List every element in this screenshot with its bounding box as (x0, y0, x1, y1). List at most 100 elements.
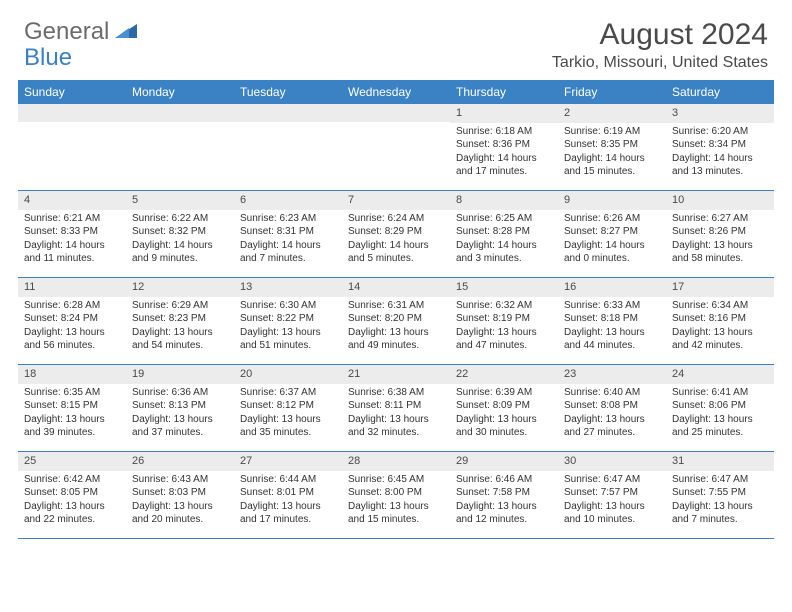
sunrise-text: Sunrise: 6:47 AM (672, 473, 768, 487)
day-cell: 8Sunrise: 6:25 AMSunset: 8:28 PMDaylight… (450, 191, 558, 277)
day-cell: 18Sunrise: 6:35 AMSunset: 8:15 PMDayligh… (18, 365, 126, 451)
day-details: Sunrise: 6:41 AMSunset: 8:06 PMDaylight:… (666, 384, 774, 446)
day-number: 2 (558, 104, 666, 123)
day-cell: 13Sunrise: 6:30 AMSunset: 8:22 PMDayligh… (234, 278, 342, 364)
logo-text-general: General (24, 18, 109, 46)
day-details: Sunrise: 6:32 AMSunset: 8:19 PMDaylight:… (450, 297, 558, 359)
sunset-text: Sunset: 8:03 PM (132, 486, 228, 500)
day-number: 19 (126, 365, 234, 384)
daylight-text: Daylight: 14 hours and 9 minutes. (132, 239, 228, 266)
day-number: 29 (450, 452, 558, 471)
sunrise-text: Sunrise: 6:26 AM (564, 212, 660, 226)
sunrise-text: Sunrise: 6:47 AM (564, 473, 660, 487)
day-number: 23 (558, 365, 666, 384)
day-number: 16 (558, 278, 666, 297)
day-number: 20 (234, 365, 342, 384)
day-details: Sunrise: 6:24 AMSunset: 8:29 PMDaylight:… (342, 210, 450, 272)
sunset-text: Sunset: 8:09 PM (456, 399, 552, 413)
sunset-text: Sunset: 8:28 PM (456, 225, 552, 239)
daylight-text: Daylight: 13 hours and 58 minutes. (672, 239, 768, 266)
sunset-text: Sunset: 8:32 PM (132, 225, 228, 239)
daylight-text: Daylight: 13 hours and 56 minutes. (24, 326, 120, 353)
sunrise-text: Sunrise: 6:45 AM (348, 473, 444, 487)
day-cell: 5Sunrise: 6:22 AMSunset: 8:32 PMDaylight… (126, 191, 234, 277)
day-details: Sunrise: 6:31 AMSunset: 8:20 PMDaylight:… (342, 297, 450, 359)
day-details: Sunrise: 6:45 AMSunset: 8:00 PMDaylight:… (342, 471, 450, 533)
day-cell: 26Sunrise: 6:43 AMSunset: 8:03 PMDayligh… (126, 452, 234, 538)
sunset-text: Sunset: 8:33 PM (24, 225, 120, 239)
daylight-text: Daylight: 14 hours and 3 minutes. (456, 239, 552, 266)
sunset-text: Sunset: 8:19 PM (456, 312, 552, 326)
weekday-header: Sunday (18, 80, 126, 104)
sunset-text: Sunset: 8:36 PM (456, 138, 552, 152)
day-details: Sunrise: 6:36 AMSunset: 8:13 PMDaylight:… (126, 384, 234, 446)
title-block: August 2024 Tarkio, Missouri, United Sta… (552, 18, 768, 72)
sunrise-text: Sunrise: 6:28 AM (24, 299, 120, 313)
daylight-text: Daylight: 13 hours and 35 minutes. (240, 413, 336, 440)
day-cell: 2Sunrise: 6:19 AMSunset: 8:35 PMDaylight… (558, 104, 666, 190)
day-number: 14 (342, 278, 450, 297)
sunrise-text: Sunrise: 6:40 AM (564, 386, 660, 400)
day-details: Sunrise: 6:28 AMSunset: 8:24 PMDaylight:… (18, 297, 126, 359)
day-number: 10 (666, 191, 774, 210)
sunrise-text: Sunrise: 6:32 AM (456, 299, 552, 313)
day-cell: 17Sunrise: 6:34 AMSunset: 8:16 PMDayligh… (666, 278, 774, 364)
sunset-text: Sunset: 8:20 PM (348, 312, 444, 326)
daylight-text: Daylight: 14 hours and 5 minutes. (348, 239, 444, 266)
day-details: Sunrise: 6:20 AMSunset: 8:34 PMDaylight:… (666, 123, 774, 185)
day-details: Sunrise: 6:40 AMSunset: 8:08 PMDaylight:… (558, 384, 666, 446)
day-details: Sunrise: 6:27 AMSunset: 8:26 PMDaylight:… (666, 210, 774, 272)
day-number: 11 (18, 278, 126, 297)
day-number: 15 (450, 278, 558, 297)
daylight-text: Daylight: 14 hours and 15 minutes. (564, 152, 660, 179)
day-details: Sunrise: 6:21 AMSunset: 8:33 PMDaylight:… (18, 210, 126, 272)
day-number: 31 (666, 452, 774, 471)
day-cell: 25Sunrise: 6:42 AMSunset: 8:05 PMDayligh… (18, 452, 126, 538)
weekday-header: Wednesday (342, 80, 450, 104)
sunrise-text: Sunrise: 6:23 AM (240, 212, 336, 226)
day-details: Sunrise: 6:26 AMSunset: 8:27 PMDaylight:… (558, 210, 666, 272)
day-cell: 9Sunrise: 6:26 AMSunset: 8:27 PMDaylight… (558, 191, 666, 277)
sunrise-text: Sunrise: 6:36 AM (132, 386, 228, 400)
sunset-text: Sunset: 8:06 PM (672, 399, 768, 413)
day-number: 8 (450, 191, 558, 210)
sunset-text: Sunset: 8:00 PM (348, 486, 444, 500)
day-cell: 19Sunrise: 6:36 AMSunset: 8:13 PMDayligh… (126, 365, 234, 451)
location-subtitle: Tarkio, Missouri, United States (552, 54, 768, 72)
daylight-text: Daylight: 13 hours and 30 minutes. (456, 413, 552, 440)
week-row: 1Sunrise: 6:18 AMSunset: 8:36 PMDaylight… (18, 104, 774, 191)
calendar: Sunday Monday Tuesday Wednesday Thursday… (0, 80, 792, 539)
sunrise-text: Sunrise: 6:31 AM (348, 299, 444, 313)
daylight-text: Daylight: 13 hours and 51 minutes. (240, 326, 336, 353)
day-details: Sunrise: 6:47 AMSunset: 7:55 PMDaylight:… (666, 471, 774, 533)
sunset-text: Sunset: 8:34 PM (672, 138, 768, 152)
daylight-text: Daylight: 13 hours and 42 minutes. (672, 326, 768, 353)
sunrise-text: Sunrise: 6:39 AM (456, 386, 552, 400)
sunset-text: Sunset: 8:27 PM (564, 225, 660, 239)
sunrise-text: Sunrise: 6:20 AM (672, 125, 768, 139)
day-cell: 1Sunrise: 6:18 AMSunset: 8:36 PMDaylight… (450, 104, 558, 190)
daylight-text: Daylight: 13 hours and 22 minutes. (24, 500, 120, 527)
day-cell: 29Sunrise: 6:46 AMSunset: 7:58 PMDayligh… (450, 452, 558, 538)
day-cell: 12Sunrise: 6:29 AMSunset: 8:23 PMDayligh… (126, 278, 234, 364)
sunset-text: Sunset: 8:11 PM (348, 399, 444, 413)
logo-triangle-icon (115, 22, 137, 43)
day-cell: 31Sunrise: 6:47 AMSunset: 7:55 PMDayligh… (666, 452, 774, 538)
weekday-header: Friday (558, 80, 666, 104)
day-cell: 11Sunrise: 6:28 AMSunset: 8:24 PMDayligh… (18, 278, 126, 364)
sunset-text: Sunset: 8:08 PM (564, 399, 660, 413)
day-cell: 4Sunrise: 6:21 AMSunset: 8:33 PMDaylight… (18, 191, 126, 277)
sunrise-text: Sunrise: 6:24 AM (348, 212, 444, 226)
sunset-text: Sunset: 8:12 PM (240, 399, 336, 413)
day-details: Sunrise: 6:43 AMSunset: 8:03 PMDaylight:… (126, 471, 234, 533)
day-number: 18 (18, 365, 126, 384)
week-row: 25Sunrise: 6:42 AMSunset: 8:05 PMDayligh… (18, 452, 774, 539)
day-details: Sunrise: 6:38 AMSunset: 8:11 PMDaylight:… (342, 384, 450, 446)
daylight-text: Daylight: 13 hours and 17 minutes. (240, 500, 336, 527)
week-row: 4Sunrise: 6:21 AMSunset: 8:33 PMDaylight… (18, 191, 774, 278)
day-number-empty (126, 104, 234, 122)
weekday-header-row: Sunday Monday Tuesday Wednesday Thursday… (18, 80, 774, 104)
day-cell (234, 104, 342, 190)
day-number: 7 (342, 191, 450, 210)
day-details: Sunrise: 6:44 AMSunset: 8:01 PMDaylight:… (234, 471, 342, 533)
